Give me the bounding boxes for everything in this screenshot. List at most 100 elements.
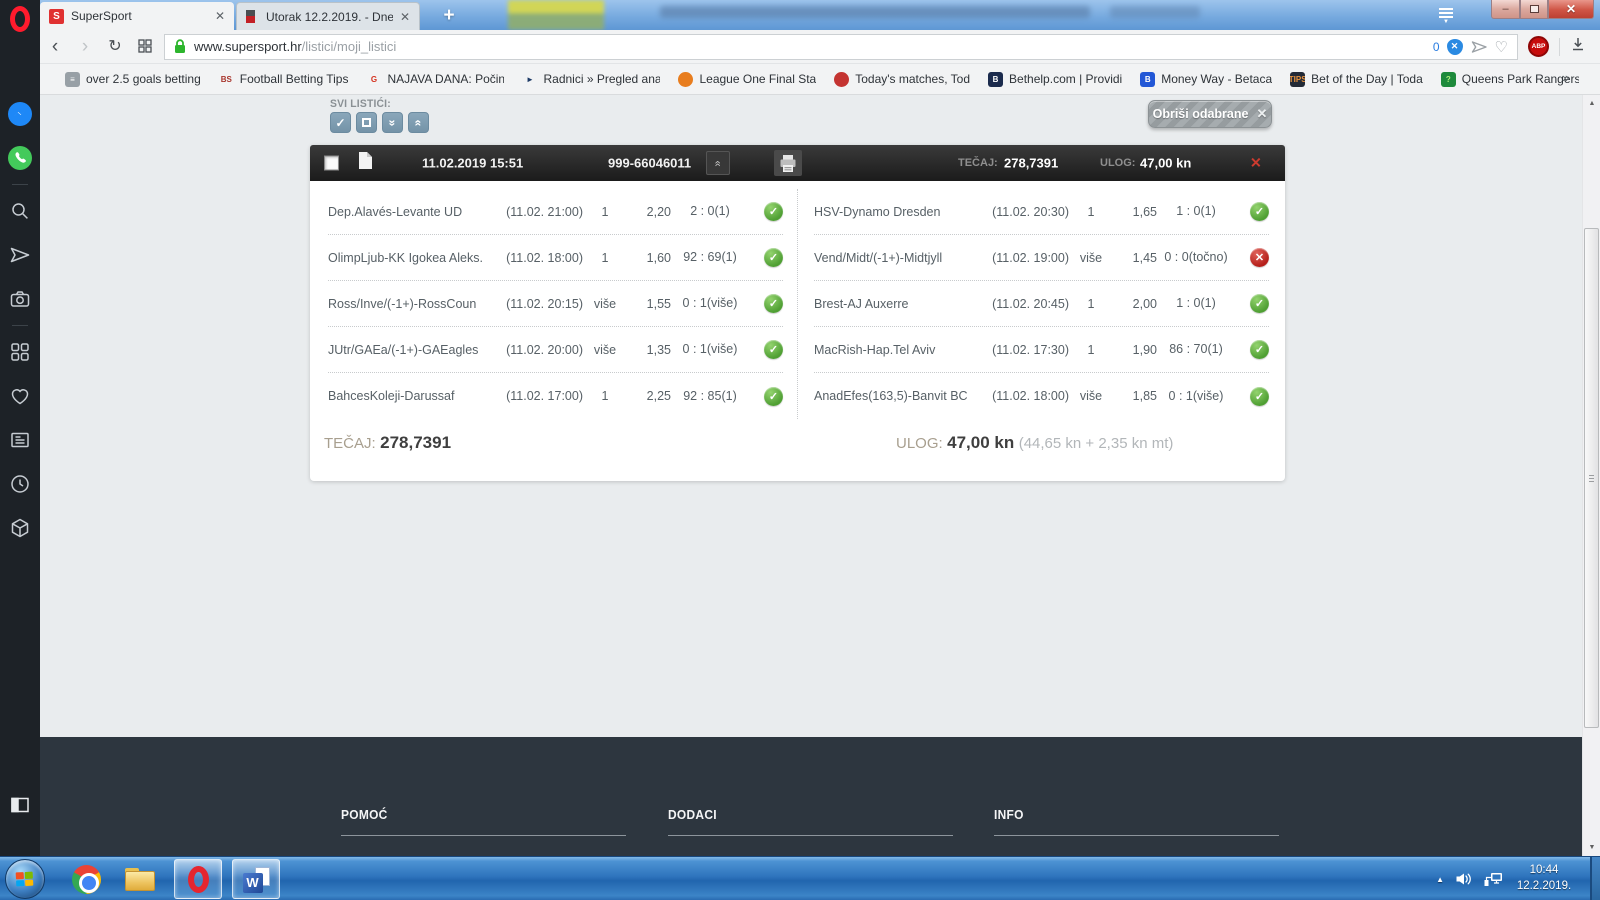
bookmark-item[interactable]: G NAJAVA DANA: Počin xyxy=(357,64,513,94)
document-icon xyxy=(358,151,373,175)
send-flow-icon[interactable] xyxy=(0,233,40,277)
whatsapp-icon[interactable] xyxy=(0,136,40,180)
bookmark-item[interactable]: League One Final Sta xyxy=(669,64,825,94)
tab-close-icon[interactable]: ✕ xyxy=(214,9,225,23)
tab-close-icon[interactable]: ✕ xyxy=(399,9,410,24)
messenger-icon[interactable] xyxy=(0,92,40,136)
match-time: (11.02. 18:00) xyxy=(506,250,583,265)
back-button[interactable]: ‹ xyxy=(51,35,59,57)
summary-ulog-label: ULOG: xyxy=(896,435,943,452)
scroll-up-icon[interactable]: ▲ xyxy=(1588,100,1596,107)
ticket-id: 999-66046011 xyxy=(608,155,692,171)
tab-menu-icon[interactable]: ▼ xyxy=(1434,5,1458,25)
deselect-all-button[interactable] xyxy=(356,112,377,133)
reload-button[interactable]: ↻ xyxy=(108,37,122,55)
bookmark-item[interactable]: B Bethelp.com | Providi xyxy=(979,64,1131,94)
result-status-icon xyxy=(1250,386,1269,406)
taskbar-chrome-icon[interactable] xyxy=(70,864,102,895)
delete-ticket-icon[interactable]: ✕ xyxy=(1250,154,1262,171)
taskbar-word-button[interactable]: W xyxy=(232,859,280,899)
bookmark-item[interactable]: BS Football Betting Tips xyxy=(210,64,358,94)
taskbar-explorer-icon[interactable] xyxy=(124,864,156,895)
bookmark-item[interactable]: ► Radnici » Pregled ana xyxy=(513,64,669,94)
downloads-icon[interactable] xyxy=(1570,36,1586,57)
speed-dial-icon[interactable] xyxy=(0,330,40,374)
bet-row: Dep.Alavés-Levante UD (11.02. 21:00) 1 2… xyxy=(328,189,783,235)
select-all-button[interactable]: ✓ xyxy=(330,112,351,133)
sidebar-toggle-icon[interactable] xyxy=(0,796,40,814)
bookmark-label: Money Way - Betaca xyxy=(1161,72,1273,86)
new-tab-button[interactable]: + xyxy=(443,5,455,26)
ticket-rows-right: HSV-Dynamo Dresden (11.02. 20:30) 1 1,65… xyxy=(797,189,1269,419)
blocker-shield-icon[interactable]: ✕ xyxy=(1446,38,1463,55)
bookmarks-heart-icon[interactable] xyxy=(0,374,40,418)
speed-dial-grid-icon[interactable] xyxy=(130,32,160,62)
tab-title: SuperSport xyxy=(71,9,132,23)
window-restore-button[interactable] xyxy=(1520,0,1548,19)
bookmark-item[interactable]: ≡ over 2.5 goals betting xyxy=(56,64,210,94)
taskbar-opera-button[interactable] xyxy=(174,859,222,899)
bookmark-favicon: TIPS xyxy=(1290,71,1306,87)
result-status-icon xyxy=(764,248,783,267)
window-minimize-button[interactable]: – xyxy=(1491,0,1520,19)
bookmark-label: Queens Park Rangers xyxy=(1461,72,1579,86)
delete-selected-button[interactable]: Obriši odabrane ✕ xyxy=(1148,100,1272,128)
volume-icon[interactable] xyxy=(1455,871,1472,887)
show-desktop-button[interactable] xyxy=(1590,857,1600,900)
snapshot-camera-icon[interactable] xyxy=(0,277,40,321)
bookmark-item[interactable]: Today's matches, Tod xyxy=(825,64,979,94)
match-time: (11.02. 20:15) xyxy=(506,296,583,311)
address-bar[interactable]: www.supersport.hr /listici/moji_listici … xyxy=(164,33,1518,60)
tray-show-hidden-icon[interactable]: ▲ xyxy=(1436,874,1444,884)
forward-button[interactable]: › xyxy=(81,35,89,57)
close-icon: ✕ xyxy=(1256,106,1268,121)
ticket-checkbox[interactable] xyxy=(324,155,339,171)
search-icon[interactable] xyxy=(0,189,40,233)
bookmark-label: Radnici » Pregled ana xyxy=(543,72,661,86)
extensions-cube-icon[interactable] xyxy=(0,506,40,550)
bet-row: AnadEfes(163,5)-Banvit BC (11.02. 18:00)… xyxy=(814,373,1269,419)
collapse-ticket-button[interactable]: « xyxy=(706,151,730,175)
url-path: /listici/moji_listici xyxy=(301,39,397,54)
bet-row: Brest-AJ Auxerre (11.02. 20:45) 1 2,00 1… xyxy=(814,281,1269,327)
window-close-button[interactable]: ✕ xyxy=(1548,0,1594,19)
opera-menu-icon[interactable] xyxy=(10,6,30,32)
match-time: (11.02. 20:45) xyxy=(992,296,1069,311)
adblock-plus-icon[interactable]: ABP xyxy=(1528,36,1549,57)
bookmark-favicon: BS xyxy=(220,74,232,84)
bet-row: Ross/Inve/(-1+)-RossCoun (11.02. 20:15) … xyxy=(328,281,783,327)
match-name: OlimpLjub-KK Igokea Aleks. xyxy=(328,250,483,265)
bet-row: Vend/Midt/(-1+)-Midtjyll (11.02. 19:00) … xyxy=(814,235,1269,281)
summary-ulog-value: 47,00 kn xyxy=(947,433,1015,452)
bookmark-item[interactable]: ? Queens Park Rangers xyxy=(1432,64,1588,94)
save-to-bookmarks-heart-icon[interactable]: ♡ xyxy=(1494,38,1508,56)
footer-heading: DODACI xyxy=(668,807,717,822)
tab-supersport[interactable]: S SuperSport ✕ xyxy=(40,2,234,30)
tab-dnevnik[interactable]: Utorak 12.2.2019. - Dnevni ✕ xyxy=(236,2,420,30)
match-name: Vend/Midt/(-1+)-Midtjyll xyxy=(814,250,943,265)
scroll-down-icon[interactable]: ▼ xyxy=(1588,844,1596,851)
expand-all-button[interactable]: « xyxy=(408,112,429,133)
bookmark-item[interactable]: B Money Way - Betaca xyxy=(1131,64,1281,94)
bet-odds: 1,90 xyxy=(1132,342,1157,357)
bookmark-favicon: ► xyxy=(526,74,534,84)
news-icon[interactable] xyxy=(0,418,40,462)
network-icon[interactable] xyxy=(1483,871,1503,888)
bookmark-favicon xyxy=(678,71,694,87)
bookmarks-overflow-icon[interactable]: » xyxy=(1562,70,1570,85)
bookmark-label: Today's matches, Tod xyxy=(855,72,971,86)
scrollbar-thumb[interactable] xyxy=(1584,228,1599,728)
square-icon xyxy=(362,118,371,127)
history-clock-icon[interactable] xyxy=(0,462,40,506)
window-titlebar: S SuperSport ✕ Utorak 12.2.2019. - Dnevn… xyxy=(40,0,1600,30)
taskbar-clock[interactable]: 10:44 12.2.2019. xyxy=(1514,863,1574,894)
start-button[interactable] xyxy=(5,859,45,899)
print-button[interactable] xyxy=(774,150,802,176)
share-icon[interactable] xyxy=(1470,39,1488,55)
bookmark-item[interactable]: TIPS Bet of the Day | Toda xyxy=(1281,64,1432,94)
vertical-scrollbar[interactable]: ▲ ▼ xyxy=(1582,95,1600,856)
collapse-all-button[interactable]: » xyxy=(382,112,403,133)
header-ulog-label: ULOG: xyxy=(1100,157,1136,169)
bet-pick: 1 xyxy=(1087,204,1095,219)
header-ulog-value: 47,00 kn xyxy=(1140,155,1192,171)
